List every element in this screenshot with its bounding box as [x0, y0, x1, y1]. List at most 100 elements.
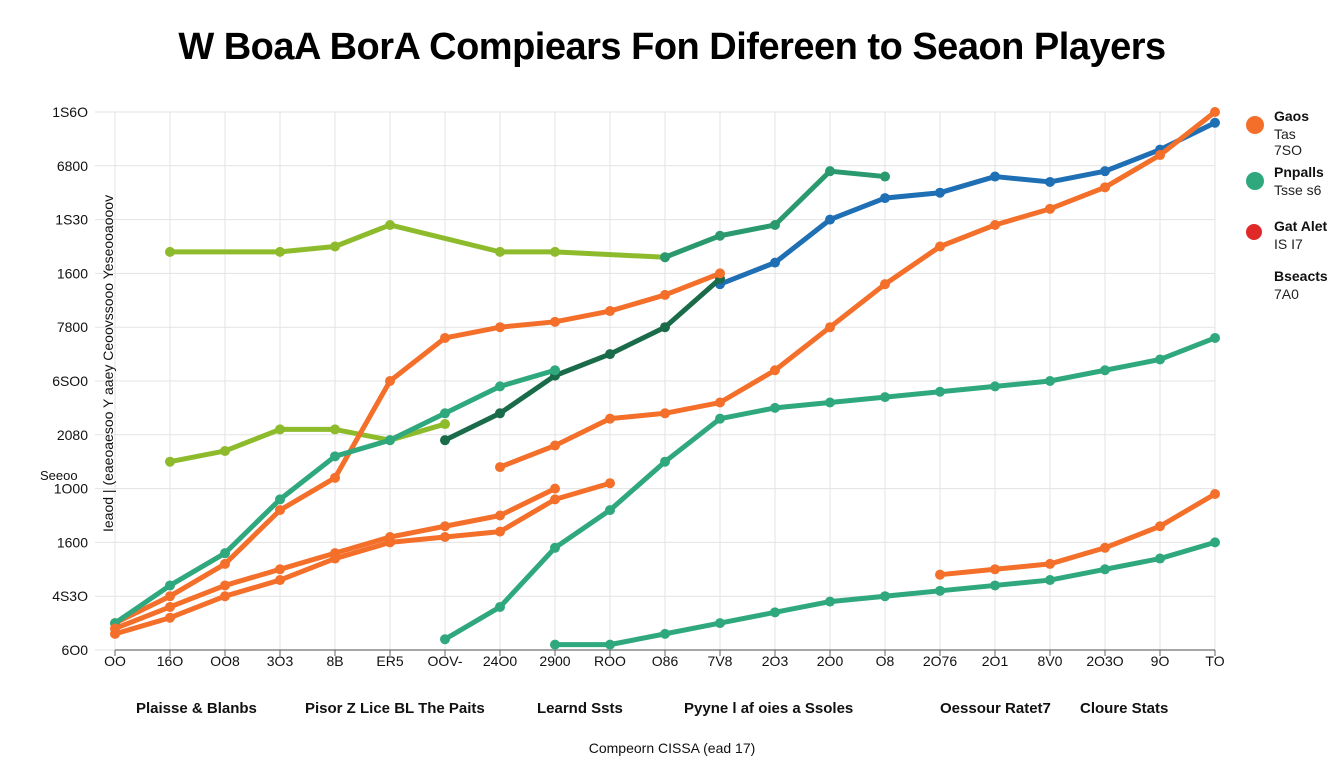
data-point	[605, 505, 615, 516]
legend-value: Tas 7SO	[1274, 126, 1302, 158]
data-point	[330, 241, 340, 252]
data-point	[440, 419, 450, 430]
data-point	[1210, 537, 1220, 548]
data-point	[385, 219, 395, 230]
data-point	[770, 219, 780, 230]
data-point	[385, 376, 395, 386]
data-point	[275, 564, 285, 575]
y-tick-label: 1600	[57, 534, 88, 550]
data-point	[165, 246, 175, 257]
series-line-0	[167, 222, 668, 260]
data-point	[440, 521, 450, 532]
y-tick-label: 1S6O	[52, 104, 88, 120]
data-point	[495, 408, 505, 419]
data-point	[1155, 553, 1165, 564]
legend-value-2: 7SO	[1274, 142, 1303, 158]
data-point	[715, 268, 725, 279]
legend-marker	[1246, 224, 1262, 240]
data-point	[1100, 365, 1110, 376]
series-line-7	[497, 109, 1218, 470]
data-point	[495, 381, 505, 392]
y-tick-label: 4S3O	[52, 588, 88, 604]
legend-value-1: Tas	[1274, 126, 1296, 142]
data-point	[275, 575, 285, 586]
x-tick-label: 9O	[1151, 653, 1170, 669]
data-point	[165, 601, 175, 612]
x-tick-label: 8B	[326, 653, 343, 669]
x-tick-label: 24O0	[483, 653, 517, 669]
y-tick-label: 6SO0	[52, 373, 88, 389]
data-point	[935, 187, 945, 198]
data-point	[220, 558, 230, 569]
y-tick-label: 1600	[57, 265, 88, 281]
x-tick-label: O8	[876, 653, 895, 669]
y-tick-label: 1O00	[54, 481, 88, 497]
legend-marker	[1246, 172, 1264, 190]
data-point	[825, 397, 835, 408]
data-point	[990, 219, 1000, 230]
x-tick-label: 2O3	[762, 653, 789, 669]
data-point	[330, 553, 340, 564]
y-tick-label: 6O0	[62, 642, 89, 658]
legend-label: Gat Alet	[1274, 218, 1328, 234]
data-point	[220, 591, 230, 602]
y-tick-label: 1S30	[55, 212, 88, 228]
data-point	[770, 257, 780, 268]
data-point	[770, 607, 780, 618]
x-group-label: Pyyne l af oies a Ssoles	[684, 700, 854, 717]
data-point	[330, 424, 340, 435]
data-point	[220, 445, 230, 456]
x-axis-ticks: OO 16O OO8 3O3 8B ER5 OOV- 24O0 2900 ROO O86 7V8 2O3…	[104, 650, 1225, 669]
data-point	[550, 483, 560, 494]
data-point	[275, 424, 285, 435]
y-tick-label: 7800	[57, 319, 88, 335]
data-point	[1100, 182, 1110, 193]
data-point	[880, 171, 890, 182]
data-point	[825, 596, 835, 607]
data-point	[880, 279, 890, 290]
data-point	[220, 548, 230, 559]
data-point	[495, 526, 505, 537]
data-point	[1155, 521, 1165, 532]
data-point	[165, 591, 175, 602]
legend-item: Gat Alet IS I7	[1244, 216, 1344, 260]
series-line-2	[717, 120, 1218, 287]
data-point	[220, 580, 230, 591]
x-tick-label: 2O1	[982, 653, 1009, 669]
data-point	[440, 408, 450, 419]
y-axis-label: Ieaod | (eaeoaesoo Y aaey Ceoovssooo Yes…	[100, 194, 116, 532]
data-point	[275, 505, 285, 516]
data-point	[495, 462, 505, 473]
x-tick-label: OO8	[210, 653, 240, 669]
data-point	[550, 316, 560, 327]
data-point	[495, 246, 505, 257]
data-point	[1045, 575, 1055, 586]
data-point	[330, 472, 340, 483]
data-point	[110, 628, 120, 639]
data-point	[550, 542, 560, 553]
data-point	[440, 332, 450, 343]
data-point	[825, 322, 835, 333]
data-point	[165, 580, 175, 591]
data-point	[935, 241, 945, 252]
data-point	[1210, 332, 1220, 343]
data-point	[275, 494, 285, 505]
x-group-label: Oessour Ratet7	[940, 700, 1051, 717]
legend-value: Tsse s6	[1274, 182, 1322, 198]
data-point	[1210, 107, 1220, 117]
data-point	[880, 591, 890, 602]
legend-value: IS I7	[1274, 236, 1303, 252]
data-point	[550, 440, 560, 451]
data-point	[935, 569, 945, 580]
data-point	[605, 639, 615, 650]
series-line-3	[167, 421, 448, 465]
data-point	[715, 413, 725, 424]
y-axis-aux-label: Seeoo	[40, 468, 78, 483]
legend-marker	[1246, 116, 1264, 134]
data-point	[330, 451, 340, 462]
x-tick-label: 2O3O	[1086, 653, 1123, 669]
data-point	[605, 478, 615, 489]
legend-item: Pnpalls Tsse s6	[1244, 160, 1344, 216]
data-point	[660, 628, 670, 639]
data-point	[605, 306, 615, 317]
